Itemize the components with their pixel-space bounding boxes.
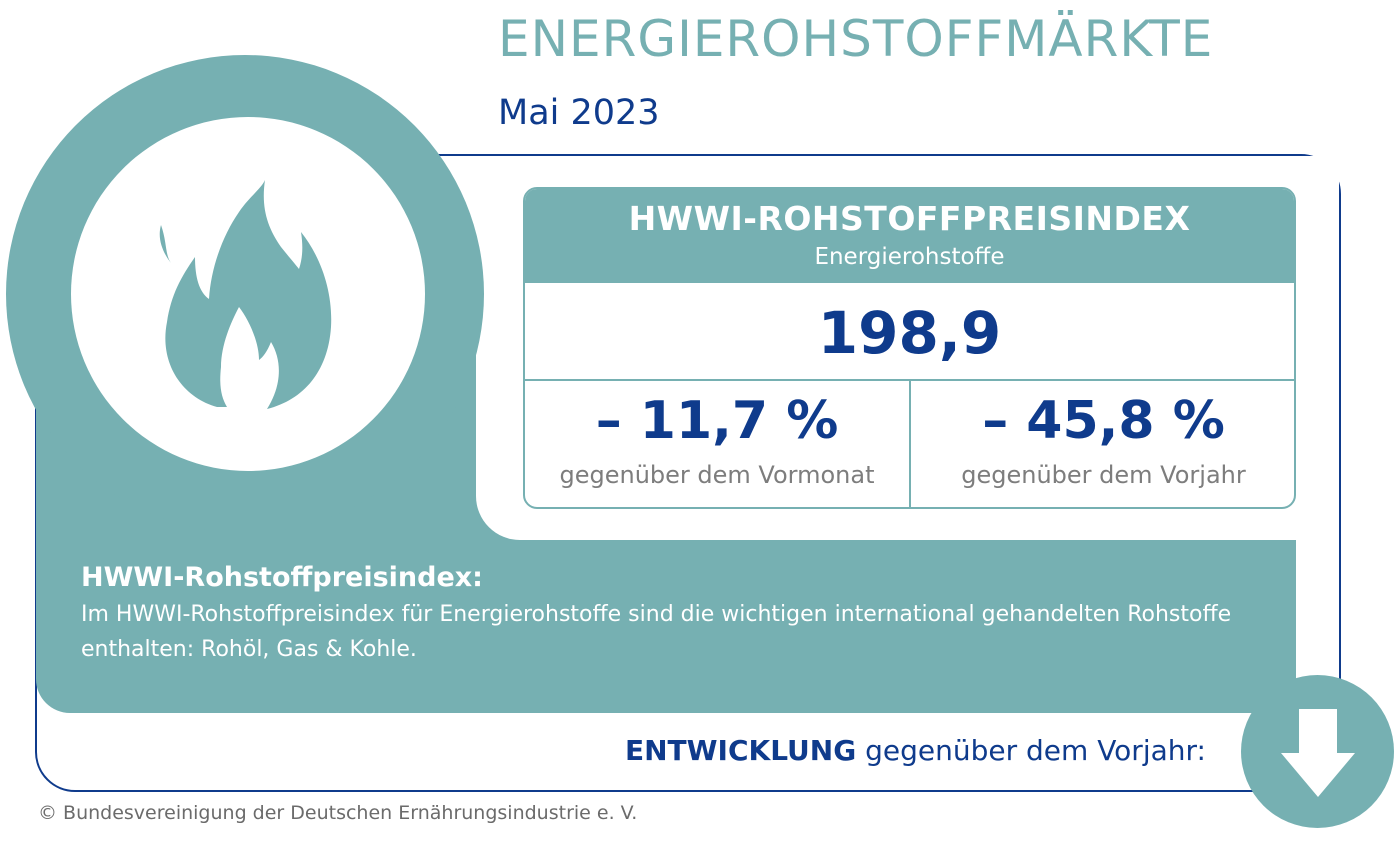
flame-icon <box>159 180 332 409</box>
index-card: HWWI-ROHSTOFFPREISINDEX Energierohstoffe… <box>523 187 1296 509</box>
info-heading: HWWI-Rohstoffpreisindex: <box>81 562 483 593</box>
change-month-label: gegenüber dem Vormonat <box>559 461 875 489</box>
info-text: Im HWWI-Rohstoffpreisindex für Energiero… <box>81 602 1232 662</box>
index-card-title: HWWI-ROHSTOFFPREISINDEX <box>628 199 1191 238</box>
index-card-subtitle: Energierohstoffe <box>814 244 1005 270</box>
card-divider-vertical <box>909 379 911 507</box>
arrow-down-icon <box>1281 709 1355 797</box>
change-month-value: – 11,7 % <box>595 391 839 451</box>
flame-badge-inner <box>71 117 425 471</box>
change-month-cell: – 11,7 % gegenüber dem Vormonat <box>525 381 909 507</box>
trend-badge <box>1241 675 1394 828</box>
trend-label-bold: ENTWICKLUNG <box>625 734 857 767</box>
page-subtitle-date: Mai 2023 <box>498 93 660 133</box>
change-year-cell: – 45,8 % gegenüber dem Vorjahr <box>911 381 1294 507</box>
page-title: ENERGIEROHSTOFFMÄRKTE <box>498 10 1214 68</box>
change-year-label: gegenüber dem Vorjahr <box>961 461 1246 489</box>
copyright-footer: © Bundesvereinigung der Deutschen Ernähr… <box>38 802 638 824</box>
change-year-value: – 45,8 % <box>982 391 1225 451</box>
trend-label: ENTWICKLUNG gegenüber dem Vorjahr: <box>625 734 1206 767</box>
trend-label-rest: gegenüber dem Vorjahr: <box>856 734 1206 767</box>
index-value: 198,9 <box>817 299 1002 367</box>
index-card-header: HWWI-ROHSTOFFPREISINDEX Energierohstoffe <box>525 189 1294 283</box>
